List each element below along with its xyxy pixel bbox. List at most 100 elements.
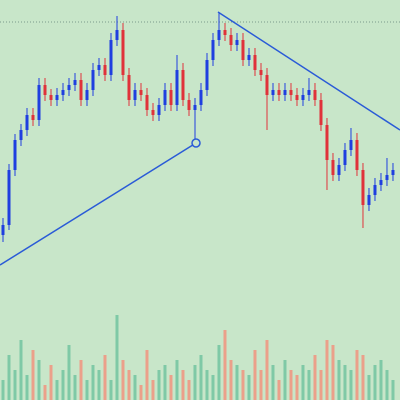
candle-body bbox=[301, 95, 305, 100]
volume-bar bbox=[169, 375, 173, 400]
volume-bar bbox=[253, 350, 257, 400]
volume-bar bbox=[313, 355, 317, 400]
candle-body bbox=[259, 70, 263, 75]
volume-bar bbox=[115, 315, 119, 400]
candle-body bbox=[31, 115, 35, 120]
volume-bar bbox=[241, 370, 245, 400]
candle-body bbox=[151, 110, 155, 115]
volume-bar bbox=[25, 375, 29, 400]
candle-body bbox=[313, 90, 317, 100]
volume-bar bbox=[373, 365, 377, 400]
candle-body bbox=[343, 150, 347, 165]
candle-body bbox=[193, 105, 197, 110]
candle-body bbox=[145, 95, 149, 110]
volume-bar bbox=[109, 380, 113, 400]
volume-bar bbox=[331, 345, 335, 400]
candle-body bbox=[49, 95, 53, 100]
volume-bar bbox=[55, 380, 59, 400]
volume-bar bbox=[61, 370, 65, 400]
volume-bar bbox=[97, 370, 101, 400]
candle-body bbox=[319, 100, 323, 125]
candle-body bbox=[19, 130, 23, 140]
volume-bar bbox=[271, 365, 275, 400]
candle-body bbox=[241, 40, 245, 60]
volume-bar bbox=[187, 380, 191, 400]
volume-bar bbox=[307, 370, 311, 400]
volume-bar bbox=[211, 375, 215, 400]
volume-bar bbox=[283, 360, 287, 400]
trend-line bbox=[0, 142, 197, 266]
volume-bar bbox=[139, 385, 143, 400]
candle-body bbox=[253, 55, 257, 70]
candle-body bbox=[205, 60, 209, 90]
candle-body bbox=[331, 160, 335, 175]
candle-body bbox=[55, 95, 59, 100]
volume-bar bbox=[379, 360, 383, 400]
volume-bar bbox=[73, 375, 77, 400]
volume-bar bbox=[223, 330, 227, 400]
candle-body bbox=[223, 30, 227, 35]
volume-bar bbox=[355, 350, 359, 400]
volume-bar bbox=[85, 380, 89, 400]
volume-bar bbox=[19, 340, 23, 400]
volume-bar bbox=[91, 365, 95, 400]
volume-bar bbox=[319, 370, 323, 400]
candle-body bbox=[67, 85, 71, 90]
volume-bar bbox=[235, 365, 239, 400]
volume-bar bbox=[31, 350, 35, 400]
candle-body bbox=[337, 165, 341, 175]
volume-bar bbox=[301, 365, 305, 400]
volume-bar bbox=[349, 370, 353, 400]
candle-body bbox=[307, 90, 311, 95]
candle-body bbox=[163, 90, 167, 105]
candle-body bbox=[79, 80, 83, 100]
volume-bar bbox=[265, 340, 269, 400]
candle-body bbox=[13, 140, 17, 170]
candle-body bbox=[283, 90, 287, 95]
volume-bar bbox=[79, 360, 83, 400]
candle-body bbox=[181, 70, 185, 100]
volume-bar bbox=[127, 370, 131, 400]
volume-bar bbox=[43, 385, 47, 400]
volume-bar bbox=[1, 380, 5, 400]
candle-body bbox=[373, 185, 377, 195]
volume-bar bbox=[157, 370, 161, 400]
volume-bar bbox=[343, 365, 347, 400]
volume-bar bbox=[103, 355, 107, 400]
volume-bar bbox=[259, 370, 263, 400]
candle-body bbox=[73, 80, 77, 85]
candle-body bbox=[385, 175, 389, 180]
candle-body bbox=[7, 170, 11, 225]
volume-bar bbox=[13, 370, 17, 400]
volume-bar bbox=[289, 370, 293, 400]
volume-bar bbox=[277, 380, 281, 400]
volume-bar bbox=[391, 380, 395, 400]
volume-bar bbox=[133, 375, 137, 400]
volume-bar bbox=[163, 365, 167, 400]
candle-body bbox=[361, 170, 365, 205]
candle-body bbox=[295, 95, 299, 100]
volume-bar bbox=[385, 370, 389, 400]
volume-bar bbox=[229, 360, 233, 400]
candle-body bbox=[289, 90, 293, 95]
candle-body bbox=[277, 90, 281, 95]
candle-body bbox=[97, 65, 101, 70]
candle-body bbox=[121, 30, 125, 75]
candle-body bbox=[355, 140, 359, 170]
volume-bar bbox=[217, 345, 221, 400]
candle-body bbox=[25, 115, 29, 130]
candle-body bbox=[379, 180, 383, 185]
candle-body bbox=[199, 90, 203, 105]
candle-body bbox=[217, 30, 221, 40]
volume-bar bbox=[49, 365, 53, 400]
trend-line bbox=[217, 11, 400, 131]
candle-body bbox=[229, 35, 233, 45]
candle-body bbox=[109, 40, 113, 75]
candle-body bbox=[133, 90, 137, 100]
candle-body bbox=[157, 105, 161, 115]
candle-body bbox=[367, 195, 371, 205]
volume-bar bbox=[199, 355, 203, 400]
candle-body bbox=[103, 65, 107, 75]
volume-bar bbox=[295, 375, 299, 400]
